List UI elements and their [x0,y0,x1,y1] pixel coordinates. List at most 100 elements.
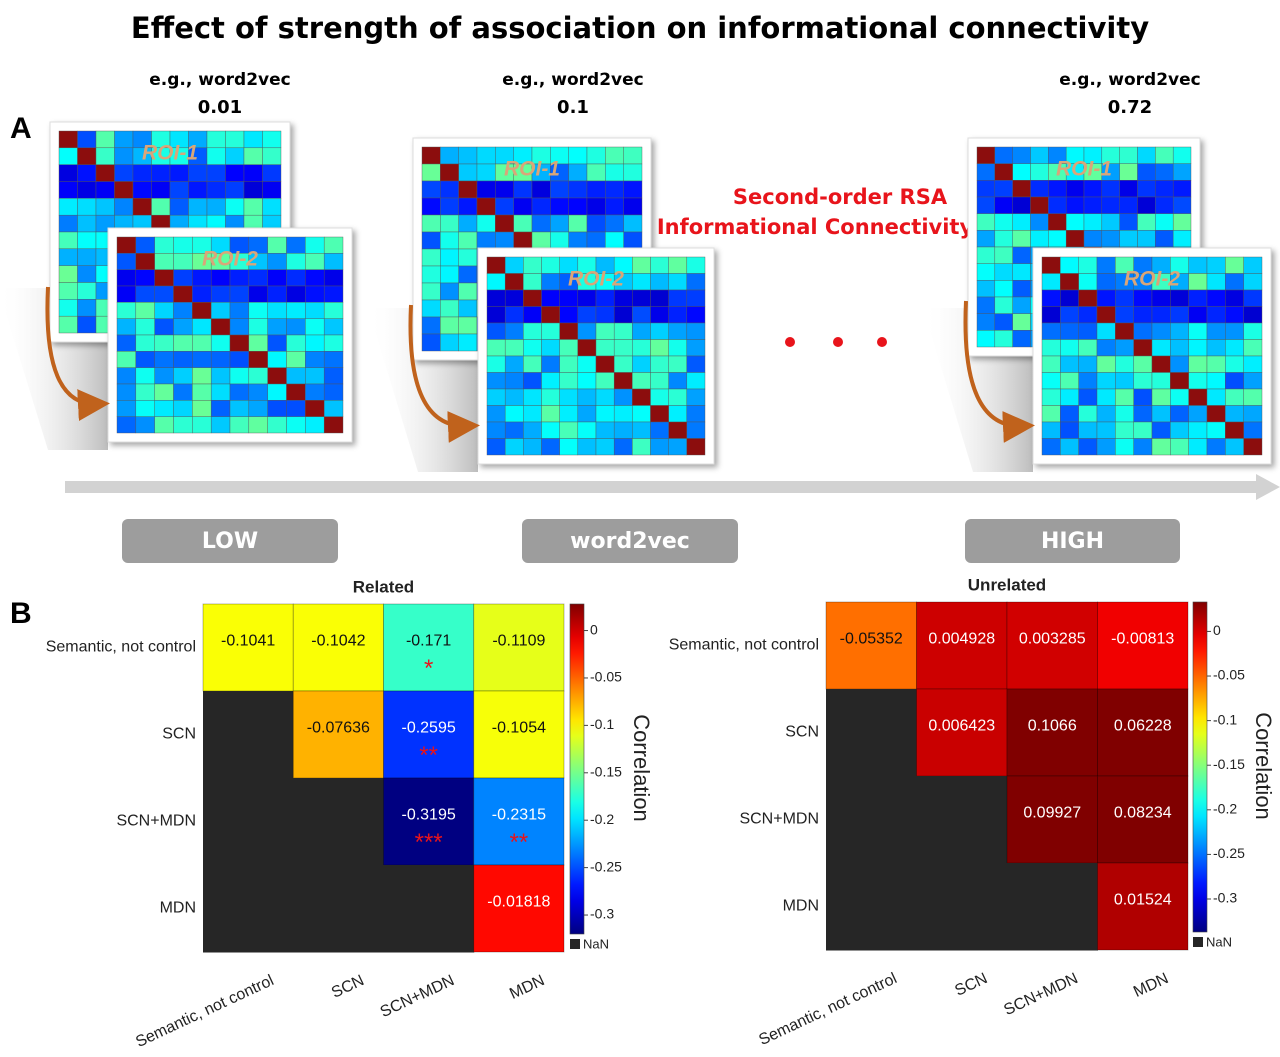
cell-value: -0.1054 [492,720,546,737]
matrix-cell [1041,289,1061,307]
heatmap-cell [1006,688,1098,777]
cell-value: 0.004928 [928,631,995,648]
matrix-cell [605,146,624,165]
matrix-cell [504,339,524,357]
matrix-cell [305,269,325,287]
matrix-cell [267,400,287,417]
matrix-cell [151,198,171,216]
matrix-cell [305,285,325,303]
matrix-cell [686,388,706,406]
matrix-cell [229,334,250,352]
matrix-cell [1096,421,1116,439]
matrix-cell [976,246,996,264]
matrix-cell [1115,372,1134,390]
matrix-cell [77,214,97,233]
matrix-cell [188,181,208,199]
ellipsis-dot [833,337,843,347]
matrix-cell [95,147,115,165]
heatmap-cell [473,690,565,779]
matrix-cell [192,351,212,368]
matrix-cell [151,181,171,199]
matrix-cell [116,302,137,319]
matrix-cell [58,248,78,266]
matrix-cell [486,339,506,357]
matrix-cell [1041,405,1061,423]
matrix-cell [1137,230,1156,248]
matrix-cell [305,367,325,385]
matrix-cell [976,163,996,181]
matrix-cell [650,421,669,439]
matrix-cell [1060,306,1079,324]
matrix-cell [686,256,706,274]
matrix-cell [116,253,137,270]
matrix-cell [243,147,263,165]
matrix-cell [504,256,524,274]
matrix-cell [976,196,996,214]
matrix-cell [248,351,268,368]
heatmap-cell [1097,688,1189,777]
matrix-cell [523,339,542,357]
matrix-cell [440,214,459,233]
matrix-cell [135,253,155,270]
matrix-cell [229,302,250,319]
matrix-cell [1172,146,1192,164]
matrix-cell [135,416,155,434]
heatmap-title: Unrelated [968,575,1046,594]
matrix-cell [1155,213,1174,231]
matrix-cell [568,197,588,216]
cell-value: 0.09927 [1023,805,1081,822]
matrix-cell [1155,230,1174,248]
colorbar-tick-label: -0.25 [1213,845,1245,861]
matrix-cell [1115,388,1134,406]
matrix-cell [568,180,588,199]
matrix-cell [286,367,306,385]
matrix-cell [248,400,268,417]
matrix-cell [262,198,282,216]
matrix-cell [188,198,208,216]
matrix-cell [305,253,325,270]
heatmap-cell [1006,775,1098,864]
matrix-cell [229,400,250,417]
matrix-cell [686,339,706,357]
matrix-cell [1041,339,1061,357]
matrix-cell [1133,421,1153,439]
matrix-cell [976,330,996,348]
column-label: SCN+MDN [1001,970,1080,1019]
matrix-cell [206,198,226,216]
matrix-cell [229,383,250,401]
matrix-cell [1137,213,1156,231]
matrix-cell [632,339,651,357]
matrix-cell [192,318,212,336]
matrix-cell [1083,230,1103,248]
matrix-cell [1119,196,1138,214]
matrix-cell [1151,339,1171,357]
matrix-cell [1133,322,1153,340]
matrix-cell [559,306,579,324]
matrix-cell [994,330,1013,348]
matrix-cell [577,421,597,439]
example-caption: e.g., word2vec [502,70,643,90]
matrix-cell [577,388,597,406]
matrix-cell [421,265,441,284]
scale-label: LOW [202,529,258,554]
matrix-cell [229,351,250,368]
matrix-cell [486,388,506,406]
nan-swatch [1193,937,1203,947]
matrix-cell [613,388,633,406]
matrix-cell [243,181,263,199]
matrix-cell [586,231,606,250]
matrix-cell [1188,405,1208,423]
matrix-cell [686,306,706,324]
matrix-cell [504,322,524,340]
matrix-cell [173,367,193,385]
matrix-cell [1078,322,1098,340]
matrix-cell [523,273,542,291]
heatmap-cell [1097,775,1189,864]
matrix-cell [1206,322,1226,340]
matrix-cell [1119,163,1138,181]
matrix-cell [613,438,633,456]
matrix-cell [210,351,231,368]
heatmap-cell [292,603,384,692]
matrix-cell [1060,322,1079,340]
cell-value: -0.1109 [492,633,545,650]
